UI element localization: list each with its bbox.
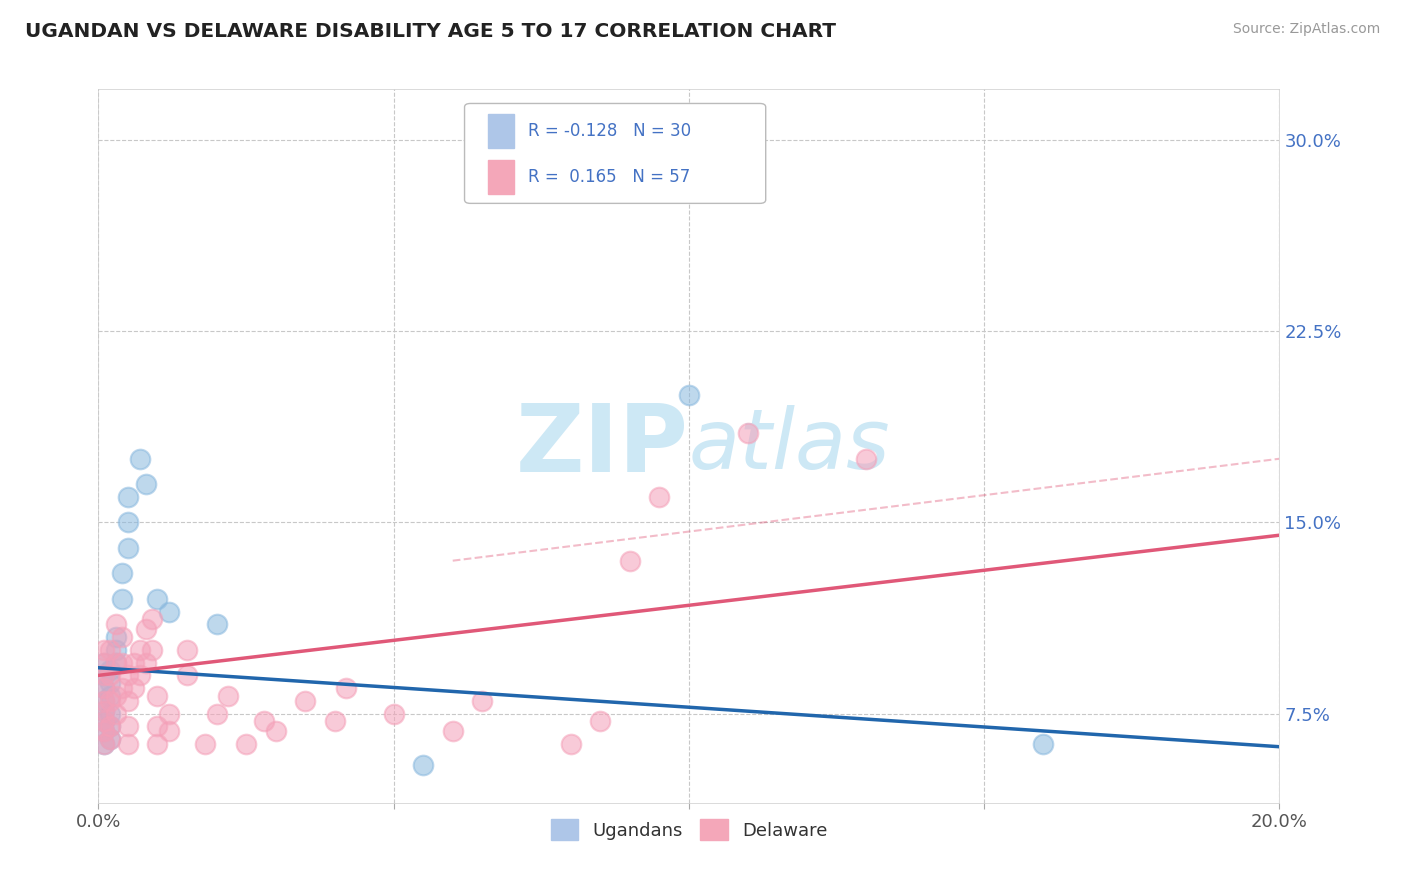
Point (93, 737, 115, 751)
Point (98, 663, 121, 677)
Point (135, 477, 157, 491)
Point (235, 737, 257, 751)
Text: atlas: atlas (689, 406, 890, 486)
Point (105, 689, 128, 703)
Point (122, 681, 145, 695)
Point (93, 714, 115, 729)
Point (93, 737, 115, 751)
Point (111, 630, 134, 644)
Point (117, 694, 139, 708)
Point (93, 656, 115, 670)
Point (98, 676, 121, 690)
Point (93, 704, 115, 718)
Point (105, 630, 128, 644)
Point (117, 490, 139, 504)
Point (111, 681, 134, 695)
Point (264, 724, 287, 739)
Point (855, 451, 877, 466)
Point (111, 656, 134, 670)
Point (93, 668, 115, 682)
Point (128, 451, 150, 466)
Point (146, 737, 169, 751)
Point (98, 732, 121, 747)
Point (117, 719, 139, 733)
Point (98, 689, 121, 703)
Point (93, 643, 115, 657)
Point (194, 737, 217, 751)
Point (111, 591, 134, 606)
Legend: Ugandans, Delaware: Ugandans, Delaware (543, 812, 835, 847)
Point (117, 668, 139, 682)
Text: R =  0.165   N = 57: R = 0.165 N = 57 (529, 168, 690, 186)
Point (157, 724, 180, 739)
Point (441, 724, 464, 739)
Text: Source: ZipAtlas.com: Source: ZipAtlas.com (1233, 22, 1381, 37)
Point (135, 656, 157, 670)
Point (205, 617, 228, 632)
FancyBboxPatch shape (464, 103, 766, 203)
FancyBboxPatch shape (488, 114, 515, 148)
Point (105, 643, 128, 657)
Point (412, 757, 434, 772)
Point (141, 643, 163, 657)
Point (98, 694, 121, 708)
Point (93, 724, 115, 739)
Point (98, 668, 121, 682)
Point (105, 656, 128, 670)
Point (93, 681, 115, 695)
Point (93, 724, 115, 739)
Point (589, 714, 612, 729)
Text: R = -0.128   N = 30: R = -0.128 N = 30 (529, 122, 692, 140)
Point (98, 706, 121, 721)
Point (619, 554, 641, 568)
Point (648, 490, 671, 504)
Point (105, 617, 128, 632)
Point (93, 704, 115, 718)
Point (93, 694, 115, 708)
Point (98, 732, 121, 747)
Point (117, 516, 139, 530)
Point (217, 689, 239, 703)
Point (382, 706, 405, 721)
Point (157, 605, 180, 619)
FancyBboxPatch shape (488, 160, 515, 194)
Point (737, 426, 759, 441)
Point (105, 706, 128, 721)
Point (253, 714, 276, 729)
Text: ZIP: ZIP (516, 400, 689, 492)
Point (335, 681, 357, 695)
Point (105, 656, 128, 670)
Point (146, 591, 169, 606)
Point (323, 714, 346, 729)
Point (128, 668, 150, 682)
Point (93, 656, 115, 670)
Point (93, 668, 115, 682)
Point (560, 737, 582, 751)
Point (146, 689, 169, 703)
Point (1032, 737, 1054, 751)
Point (117, 737, 139, 751)
Point (205, 706, 228, 721)
Point (135, 623, 157, 637)
Point (471, 694, 494, 708)
Point (93, 681, 115, 695)
Point (117, 541, 139, 555)
Point (176, 643, 198, 657)
Point (98, 643, 121, 657)
Point (157, 706, 180, 721)
Point (146, 719, 169, 733)
Point (98, 719, 121, 733)
Point (93, 714, 115, 729)
Point (98, 719, 121, 733)
Text: UGANDAN VS DELAWARE DISABILITY AGE 5 TO 17 CORRELATION CHART: UGANDAN VS DELAWARE DISABILITY AGE 5 TO … (25, 22, 837, 41)
Point (93, 694, 115, 708)
Point (678, 388, 700, 402)
Point (294, 694, 316, 708)
Point (141, 612, 163, 626)
Point (122, 656, 145, 670)
Point (111, 566, 134, 581)
Point (128, 643, 150, 657)
Point (176, 668, 198, 682)
